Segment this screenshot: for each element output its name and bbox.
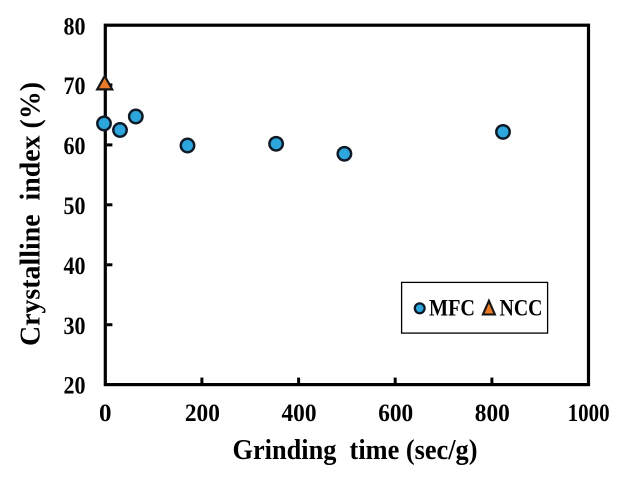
svg-text:20: 20 bbox=[64, 373, 86, 400]
svg-text:200: 200 bbox=[185, 400, 220, 427]
svg-text:Crystalline index (%): Crystalline index (%) bbox=[16, 82, 47, 346]
svg-text:MFC: MFC bbox=[429, 295, 475, 320]
svg-text:600: 600 bbox=[378, 400, 413, 427]
svg-text:30: 30 bbox=[64, 313, 86, 340]
svg-text:50: 50 bbox=[64, 193, 86, 220]
svg-text:0: 0 bbox=[99, 400, 112, 427]
svg-text:NCC: NCC bbox=[500, 295, 543, 320]
svg-text:400: 400 bbox=[282, 400, 317, 427]
svg-text:70: 70 bbox=[64, 73, 86, 100]
svg-text:40: 40 bbox=[64, 253, 86, 280]
svg-text:Grinding time (sec/g): Grinding time (sec/g) bbox=[233, 435, 478, 466]
svg-text:80: 80 bbox=[64, 13, 86, 40]
svg-text:60: 60 bbox=[64, 133, 86, 160]
svg-text:800: 800 bbox=[475, 400, 510, 427]
svg-text:1000: 1000 bbox=[568, 400, 610, 427]
